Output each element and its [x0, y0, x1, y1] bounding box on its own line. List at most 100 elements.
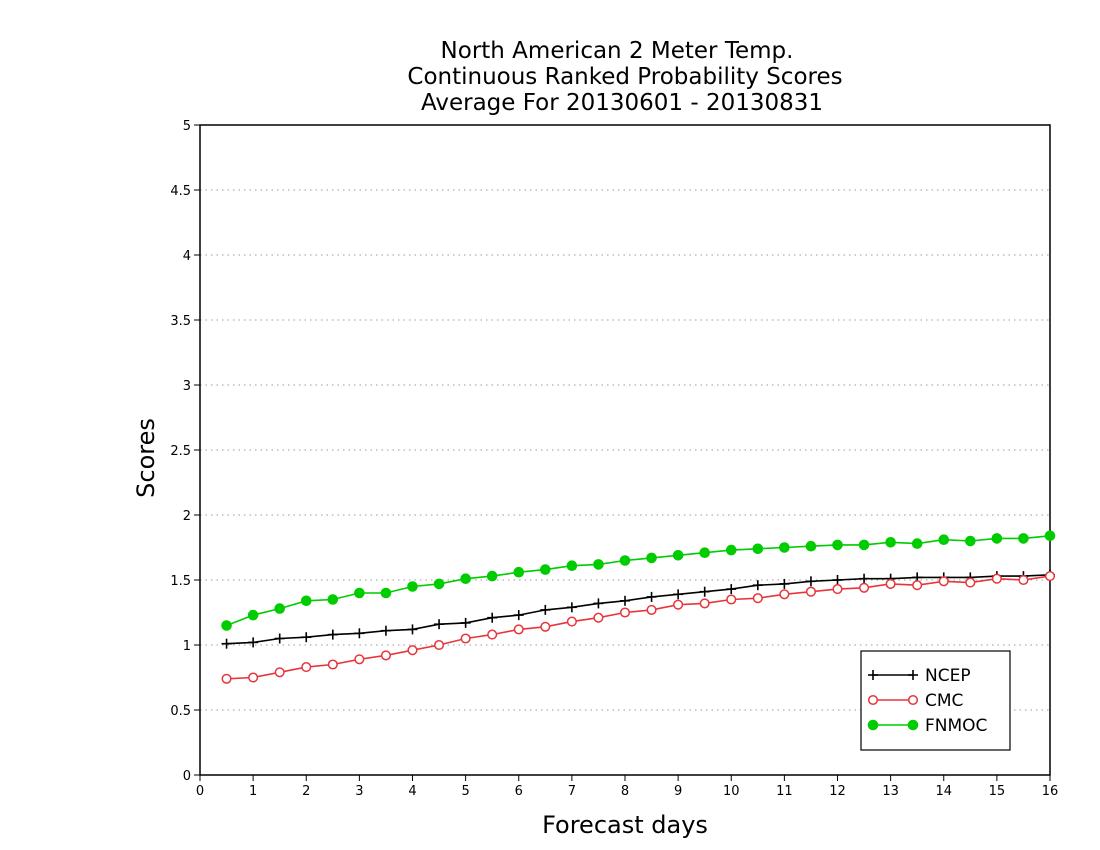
data-point-ncep: [540, 604, 551, 615]
x-tick-label: 14: [935, 784, 952, 799]
x-tick-label: 3: [355, 784, 363, 799]
data-point-cmc: [779, 589, 790, 600]
y-tick-label: 4.5: [170, 184, 191, 199]
data-point-ncep: [593, 598, 604, 609]
x-tick-label: 6: [515, 784, 523, 799]
data-point-cmc: [593, 612, 604, 623]
x-tick-label: 13: [882, 784, 899, 799]
data-point-fnmoc: [566, 560, 578, 572]
y-tick-label: 1.5: [170, 574, 191, 589]
data-point-fnmoc: [991, 533, 1003, 544]
data-point-cmc: [380, 650, 391, 661]
data-point-cmc: [248, 672, 259, 683]
data-point-ncep: [859, 573, 870, 584]
data-point-fnmoc: [300, 595, 312, 607]
series-line-fnmoc: [226, 535, 1051, 627]
legend-marker: [867, 694, 879, 706]
data-point-ncep: [460, 617, 471, 628]
data-point-cmc: [513, 624, 524, 635]
data-point-cmc: [859, 582, 870, 593]
data-point-fnmoc: [593, 559, 604, 570]
legend-marker: [868, 670, 878, 680]
legend-item-ncep: NCEP: [868, 666, 971, 686]
data-point-ncep: [726, 584, 737, 595]
data-point-cmc: [487, 629, 498, 640]
data-point-ncep: [620, 595, 630, 606]
legend-marker: [908, 670, 918, 680]
data-point-cmc: [699, 598, 710, 609]
y-tick-label: 3: [183, 379, 191, 394]
y-tick-label: 0.5: [170, 704, 191, 719]
data-point-cmc: [912, 580, 923, 591]
x-tick-label: 1: [249, 784, 257, 799]
x-tick-label: 2: [302, 784, 310, 799]
data-point-fnmoc: [274, 603, 285, 614]
data-point-cmc: [407, 645, 418, 656]
data-point-fnmoc: [832, 539, 843, 551]
legend-item-cmc: CMC: [867, 691, 963, 711]
data-point-fnmoc: [725, 544, 737, 556]
data-point-ncep: [673, 589, 684, 600]
data-point-ncep: [380, 625, 391, 636]
data-point-cmc: [301, 662, 312, 673]
data-point-cmc: [354, 654, 365, 665]
y-tick-label: 4: [183, 249, 191, 264]
chart-title: North American 2 Meter Temp. Continuous …: [407, 38, 842, 116]
series-cmc: [221, 571, 1056, 684]
data-point-ncep: [832, 575, 843, 585]
y-tick-label: 2: [183, 509, 191, 524]
data-point-fnmoc: [247, 609, 259, 621]
data-point-fnmoc: [779, 542, 790, 553]
x-tick-label: 9: [674, 784, 682, 799]
y-tick-label: 0: [183, 769, 191, 784]
data-point-fnmoc: [805, 540, 817, 552]
data-point-ncep: [274, 633, 285, 644]
legend-marker: [907, 694, 919, 706]
grid: [200, 189, 1050, 711]
data-point-fnmoc: [1044, 530, 1056, 542]
data-point-ncep: [434, 619, 445, 630]
data-point-cmc: [434, 639, 445, 651]
data-point-fnmoc: [486, 570, 498, 582]
data-point-cmc: [540, 621, 551, 632]
y-axis: 0 0.5 1 1.5 2 2.5 3 3.5 4 4.5 5: [170, 119, 200, 784]
y-tick-label: 2.5: [170, 444, 191, 459]
data-point-ncep: [221, 638, 232, 649]
x-tick-label: 10: [723, 784, 740, 799]
data-point-cmc: [885, 578, 896, 589]
data-point-fnmoc: [965, 535, 976, 547]
data-point-fnmoc: [619, 555, 631, 566]
data-point-cmc: [460, 633, 471, 644]
x-tick-label: 5: [461, 784, 469, 799]
data-point-fnmoc: [646, 552, 657, 564]
data-point-ncep: [407, 624, 418, 635]
data-point-ncep: [752, 580, 763, 591]
data-point-fnmoc: [672, 550, 684, 561]
data-point-cmc: [673, 599, 684, 610]
data-point-ncep: [805, 576, 816, 587]
data-point-fnmoc: [699, 547, 710, 559]
x-tick-label: 7: [568, 784, 576, 799]
legend-item-fnmoc: FNMOC: [867, 716, 987, 736]
data-point-ncep: [301, 632, 312, 643]
data-point-cmc: [726, 594, 737, 605]
legend-marker: [907, 719, 919, 731]
data-point-fnmoc: [354, 587, 365, 599]
data-point-cmc: [965, 577, 976, 588]
x-tick-label: 11: [776, 784, 793, 799]
data-point-cmc: [1018, 574, 1029, 586]
data-point-fnmoc: [380, 587, 392, 599]
legend-label: CMC: [925, 691, 963, 711]
series-layer: [221, 530, 1056, 684]
data-point-fnmoc: [513, 566, 525, 578]
series-ncep: [221, 569, 1055, 649]
data-point-fnmoc: [460, 573, 471, 585]
x-axis-label: Forecast days: [542, 811, 708, 839]
title-line-3: Average For 20130601 - 20130831: [421, 90, 823, 116]
x-tick-label: 4: [408, 784, 416, 799]
data-point-fnmoc: [858, 539, 870, 551]
data-point-cmc: [221, 673, 232, 684]
data-point-cmc: [752, 593, 763, 604]
data-point-cmc: [805, 586, 816, 597]
